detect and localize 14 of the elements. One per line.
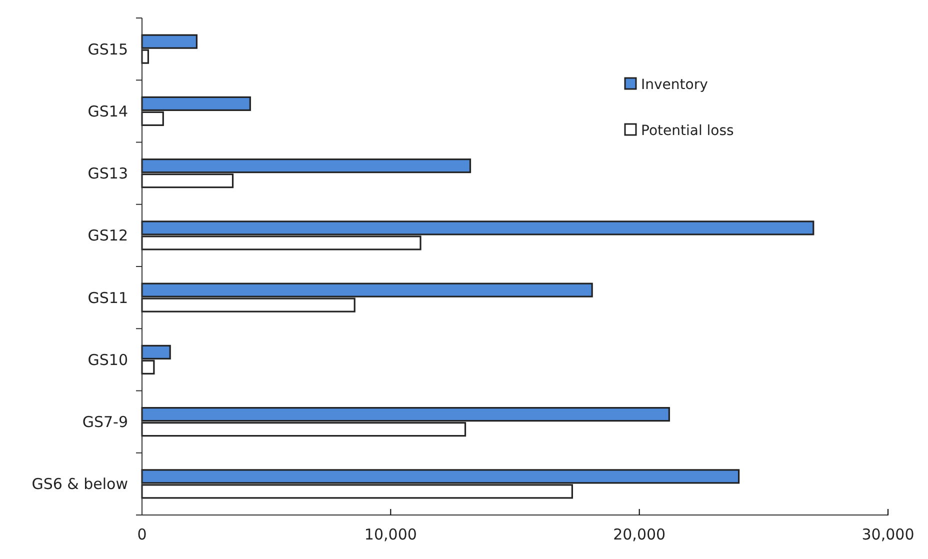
y-tick-label: GS11 xyxy=(88,288,128,307)
legend-label: Inventory xyxy=(641,76,708,93)
y-tick-label: GS14 xyxy=(88,102,128,120)
y-tick-label: GS13 xyxy=(88,164,128,183)
legend-label: Potential loss xyxy=(641,122,734,139)
x-tick-label: 20,000 xyxy=(613,526,666,544)
y-tick-label: GS15 xyxy=(88,40,128,58)
y-tick-label: GS10 xyxy=(88,350,128,369)
y-tick-label: GS12 xyxy=(88,226,128,245)
y-tick-label: GS6 & below xyxy=(32,475,128,494)
y-tick-label: GS7-9 xyxy=(82,413,128,432)
x-tick-label: 0 xyxy=(137,526,147,544)
x-tick-label: 10,000 xyxy=(364,526,417,544)
x-tick-label: 30,000 xyxy=(862,526,914,544)
